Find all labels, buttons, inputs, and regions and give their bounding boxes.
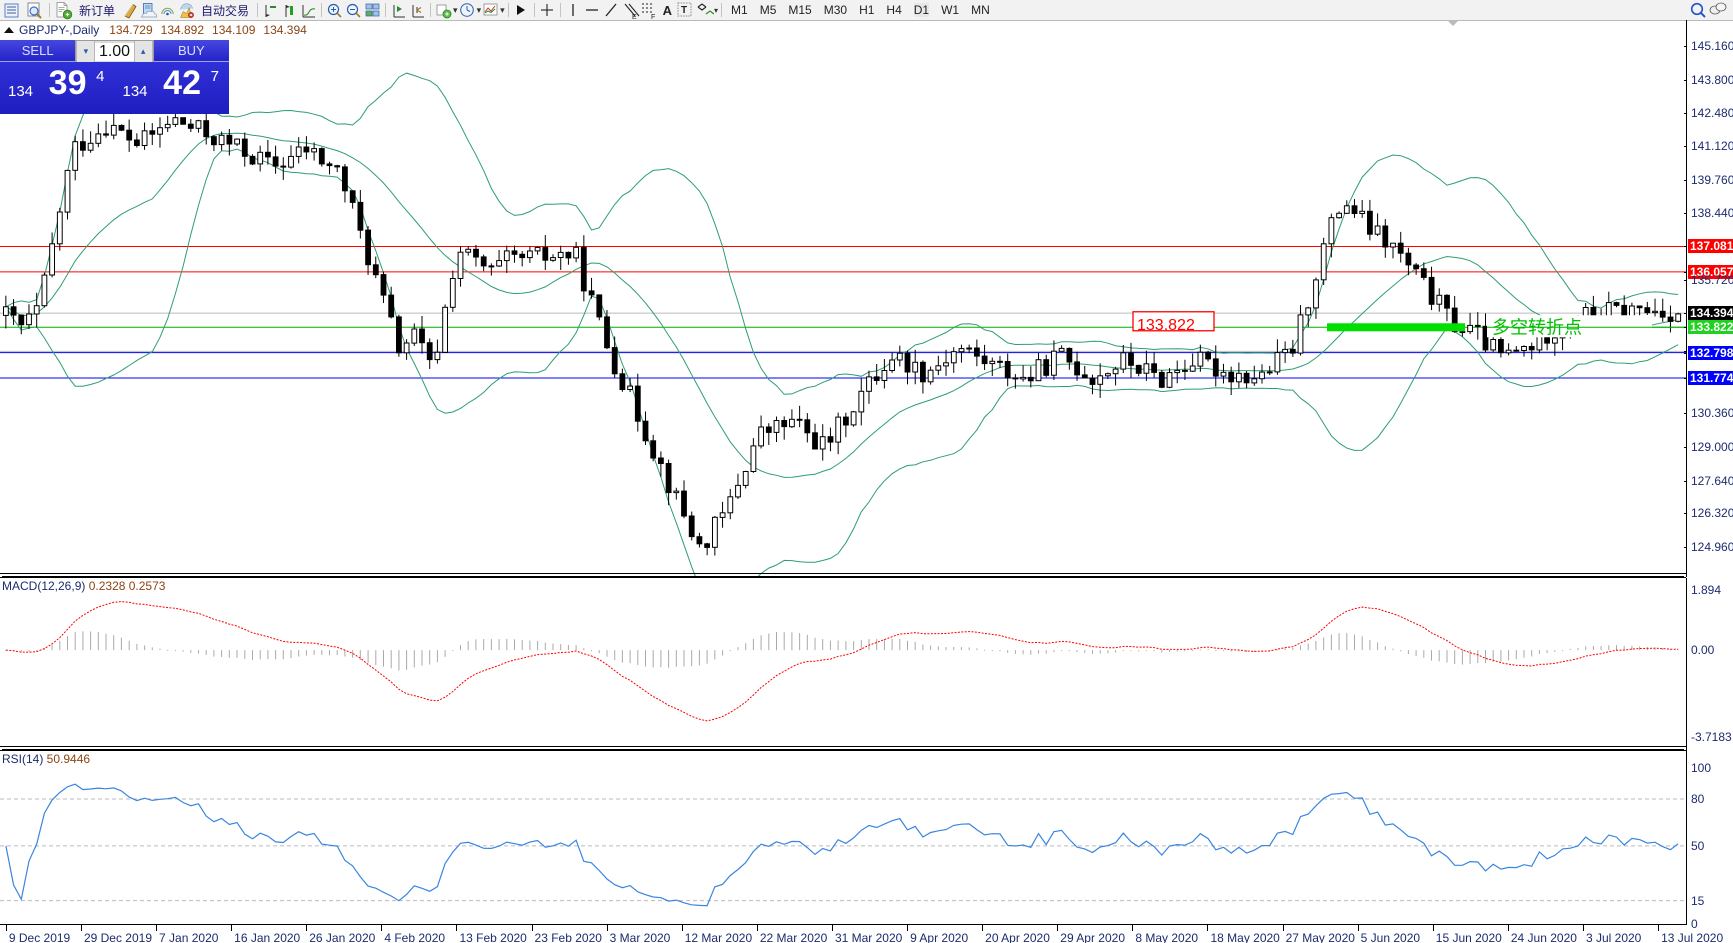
svg-text:F: F: [651, 14, 655, 20]
svg-text:E: E: [632, 14, 637, 20]
svg-text:T: T: [681, 5, 687, 16]
svg-text:133.822: 133.822: [1137, 317, 1195, 334]
svg-text:多空转折点: 多空转折点: [1492, 317, 1582, 337]
